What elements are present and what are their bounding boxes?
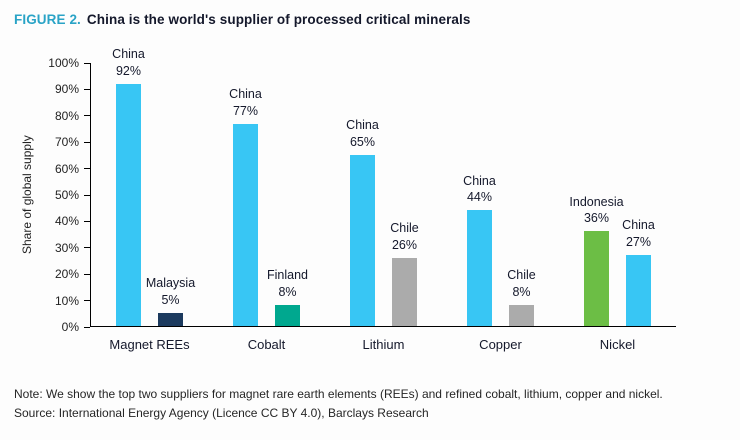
- y-tick-label: 90%: [54, 82, 79, 97]
- bar-group: Indonesia 36% China 27% Nickel: [569, 63, 655, 352]
- bar-indonesia: [584, 231, 609, 326]
- y-tick: 90%: [55, 82, 90, 96]
- y-tick-mark: [84, 194, 90, 196]
- bar-china: [626, 255, 651, 326]
- bar-finland: [275, 304, 300, 326]
- y-tick-mark: [84, 326, 90, 328]
- y-tick: 20%: [55, 267, 90, 281]
- y-tick-label: 0%: [61, 320, 79, 334]
- bar-value-label: China 92%: [112, 47, 145, 79]
- x-axis-category-label: Copper: [479, 337, 522, 352]
- y-tick-label: 20%: [54, 267, 79, 282]
- bar-value-label: Chile 26%: [390, 220, 419, 252]
- bar-pair: China 77% Finland 8%: [229, 63, 308, 326]
- y-tick-mark: [84, 220, 90, 222]
- y-tick: 60%: [55, 162, 90, 176]
- bar-value-label: Malaysia 5%: [145, 276, 196, 307]
- bar-column: Finland 8%: [267, 63, 308, 326]
- x-axis-category-label: Nickel: [599, 337, 636, 352]
- bar-column: China 65%: [346, 63, 379, 326]
- bar-chile: [392, 257, 417, 326]
- y-tick: 70%: [55, 135, 90, 149]
- figure-label: FIGURE 2.: [14, 12, 81, 27]
- y-tick: 50%: [55, 188, 90, 202]
- y-tick-mark: [84, 141, 90, 143]
- y-tick-label: 50%: [54, 188, 79, 202]
- y-tick: 0%: [62, 320, 90, 334]
- y-tick-label: 30%: [54, 240, 79, 255]
- bar-group: China 77% Finland 8% Cobalt: [229, 63, 308, 352]
- bar-group: China 65% Chile 26% Lithium: [346, 63, 419, 352]
- bar-column: China 77%: [229, 63, 262, 326]
- bar-pair: China 65% Chile 26%: [346, 63, 419, 326]
- bar-pair: Indonesia 36% China 27%: [569, 63, 655, 326]
- y-tick-mark: [84, 300, 90, 302]
- y-tick-label: 10%: [54, 293, 79, 308]
- bar-value-label: China 44%: [463, 173, 496, 205]
- bar-pair: China 44% Chile 8%: [463, 63, 536, 326]
- figure-title: China is the world's supplier of process…: [86, 12, 471, 27]
- bar-column: Chile 26%: [390, 63, 419, 326]
- bar-column: Indonesia 36%: [569, 63, 624, 326]
- bar-column: Malaysia 5%: [146, 63, 195, 326]
- bar-group: China 44% Chile 8% Copper: [463, 63, 536, 352]
- bar-value-label: China 77%: [229, 86, 262, 118]
- x-axis-category-label: Lithium: [362, 337, 405, 352]
- y-axis-label: Share of global supply: [20, 135, 34, 255]
- y-tick-mark: [84, 247, 90, 249]
- source-text: Source: International Energy Agency (Lic…: [14, 406, 429, 421]
- y-tick-mark: [84, 115, 90, 117]
- plot-area: China 92% Malaysia 5% Magnet REEs China 77% Fin…: [90, 47, 676, 352]
- y-tick-mark: [84, 273, 90, 275]
- y-tick-label: 80%: [54, 108, 79, 123]
- bar-column: China 27%: [622, 63, 655, 326]
- y-tick: 100%: [48, 56, 90, 70]
- y-tick: 80%: [55, 109, 90, 123]
- bar-chart: Share of global supply 0% 10% 20% 30% 40% 50%…: [14, 47, 724, 352]
- bar-column: Chile 8%: [507, 63, 536, 326]
- y-axis-ticks: 0% 10% 20% 30% 40% 50% 60% 70% 80% 90% 100%: [40, 56, 90, 334]
- y-tick: 10%: [55, 294, 90, 308]
- bar-value-label: Chile 8%: [507, 268, 536, 300]
- y-tick-mark: [84, 88, 90, 90]
- bar-value-label: China 65%: [346, 118, 379, 150]
- bar-china: [116, 84, 141, 326]
- bar-china: [233, 123, 258, 326]
- bar-column: China 44%: [463, 63, 496, 326]
- y-tick-label: 70%: [54, 135, 79, 150]
- bar-pair: China 92% Malaysia 5%: [112, 47, 195, 326]
- y-tick-label: 60%: [54, 161, 79, 176]
- bar-value-label: Indonesia 36%: [569, 194, 624, 226]
- y-tick: 30%: [55, 241, 90, 255]
- y-tick-label: 100%: [48, 56, 79, 70]
- bar-value-label: China 27%: [622, 218, 655, 250]
- bar-value-label: Finland 8%: [267, 268, 308, 300]
- y-tick-mark: [84, 62, 90, 64]
- figure-header: FIGURE 2. China is the world's supplier o…: [14, 12, 724, 27]
- bar-china: [467, 210, 492, 326]
- y-tick: 40%: [55, 214, 90, 228]
- bar-chile: [509, 304, 534, 326]
- bar-malaysia: [158, 312, 183, 326]
- y-tick-mark: [84, 168, 90, 170]
- y-tick-label: 40%: [54, 214, 79, 229]
- x-axis-category-label: Cobalt: [247, 337, 286, 352]
- bar-column: China 92%: [112, 47, 145, 326]
- figure-footer: Note: We show the top two suppliers for …: [14, 385, 724, 423]
- bar-china: [350, 155, 375, 326]
- note-text: Note: We show the top two suppliers for …: [14, 387, 663, 401]
- x-axis-category-label: Magnet REEs: [109, 337, 190, 352]
- bar-group: China 92% Malaysia 5% Magnet REEs: [109, 47, 195, 352]
